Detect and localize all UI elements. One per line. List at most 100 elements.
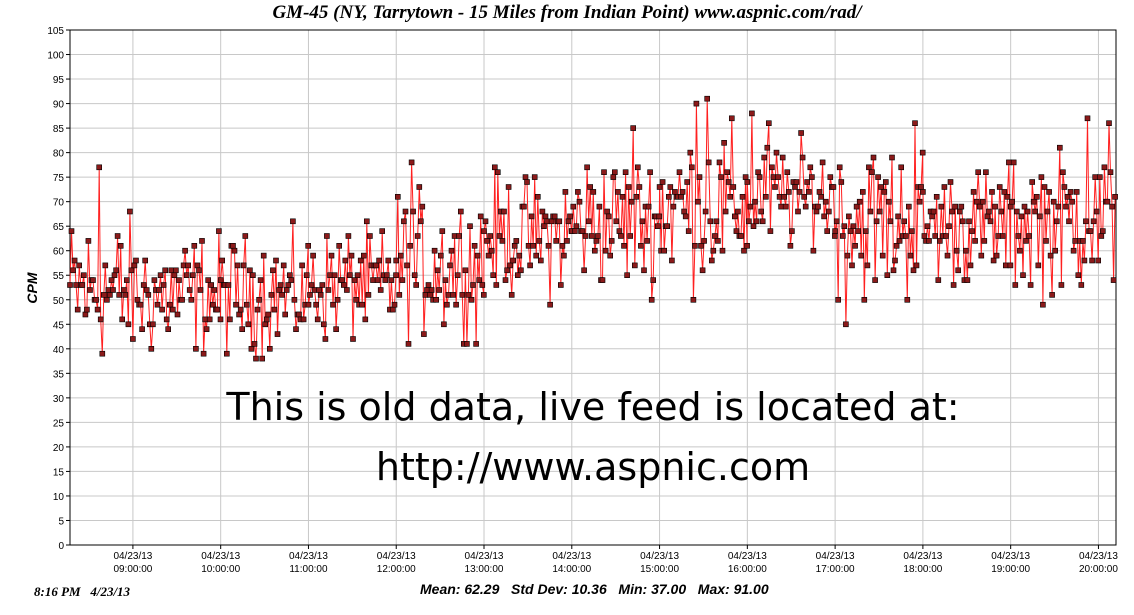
data-point bbox=[744, 179, 751, 185]
data-point bbox=[784, 169, 791, 175]
data-point bbox=[391, 301, 398, 308]
chart-title: GM-45 (NY, Tarrytown - 15 Miles from Ind… bbox=[272, 2, 862, 23]
data-point bbox=[844, 252, 851, 259]
data-point bbox=[1030, 198, 1037, 205]
data-point bbox=[493, 282, 500, 288]
x-tick-time: 14:00:00 bbox=[552, 564, 591, 575]
data-point bbox=[1100, 228, 1106, 234]
data-point bbox=[422, 292, 429, 298]
data-point bbox=[393, 272, 399, 279]
data-point bbox=[494, 169, 501, 175]
data-point bbox=[1097, 174, 1103, 180]
data-point bbox=[933, 194, 940, 200]
y-tick-label: 90 bbox=[53, 100, 65, 111]
data-point bbox=[858, 252, 865, 259]
data-point bbox=[1006, 159, 1012, 166]
data-point bbox=[799, 154, 806, 161]
data-point bbox=[277, 282, 284, 288]
data-point bbox=[873, 218, 880, 225]
data-point bbox=[705, 159, 712, 166]
data-point bbox=[1060, 169, 1066, 175]
data-point bbox=[244, 301, 250, 308]
data-point bbox=[404, 262, 410, 269]
data-point bbox=[303, 272, 310, 279]
data-point bbox=[713, 218, 720, 225]
data-point bbox=[160, 282, 167, 288]
data-point bbox=[633, 194, 640, 200]
series-cpm bbox=[67, 95, 1118, 362]
data-point bbox=[738, 233, 744, 239]
data-point bbox=[853, 203, 860, 210]
data-point bbox=[499, 238, 506, 244]
data-point bbox=[759, 218, 766, 225]
x-tick-date: 04/23/13 bbox=[1079, 551, 1118, 562]
data-point bbox=[367, 233, 373, 239]
x-tick-date: 04/23/13 bbox=[816, 551, 855, 562]
data-point bbox=[260, 252, 267, 259]
data-point bbox=[579, 228, 586, 234]
data-point bbox=[324, 233, 330, 239]
data-point bbox=[809, 174, 815, 180]
data-point bbox=[99, 350, 106, 357]
data-point bbox=[776, 194, 783, 200]
data-point bbox=[139, 326, 145, 333]
data-point bbox=[162, 267, 168, 274]
data-point bbox=[832, 228, 838, 234]
data-point bbox=[1112, 194, 1118, 200]
data-point bbox=[841, 223, 848, 229]
data-point bbox=[477, 213, 484, 220]
data-point bbox=[280, 262, 287, 269]
data-point bbox=[796, 189, 803, 195]
data-point bbox=[268, 292, 275, 298]
data-point bbox=[827, 174, 834, 180]
data-point bbox=[251, 341, 258, 347]
data-point bbox=[969, 228, 975, 234]
data-point bbox=[1070, 247, 1077, 254]
data-point bbox=[556, 218, 563, 225]
data-point bbox=[739, 194, 746, 200]
data-point bbox=[410, 208, 416, 215]
data-point bbox=[234, 262, 241, 269]
data-point bbox=[510, 257, 517, 264]
data-point bbox=[810, 247, 817, 254]
data-point bbox=[587, 184, 594, 190]
x-axis: 04/23/13 09:00:00 04/23/13 10:00:00 04/23/13… bbox=[113, 545, 1118, 575]
data-point bbox=[746, 218, 752, 225]
data-point bbox=[541, 223, 547, 229]
data-point bbox=[955, 267, 962, 274]
data-point bbox=[1012, 282, 1019, 288]
data-point bbox=[886, 198, 892, 205]
data-point bbox=[262, 321, 269, 328]
data-point bbox=[314, 316, 321, 323]
data-point bbox=[527, 262, 533, 269]
data-point bbox=[839, 233, 846, 239]
data-point bbox=[876, 208, 883, 215]
data-point bbox=[847, 228, 854, 234]
data-point bbox=[233, 301, 239, 308]
data-point bbox=[698, 243, 704, 249]
data-point bbox=[190, 272, 196, 279]
data-point bbox=[787, 243, 794, 249]
data-point bbox=[772, 184, 778, 190]
data-point bbox=[414, 233, 421, 239]
data-point bbox=[480, 292, 487, 298]
data-point bbox=[425, 282, 432, 288]
data-point bbox=[728, 115, 735, 122]
data-point bbox=[943, 233, 949, 239]
data-point bbox=[730, 184, 737, 190]
data-point bbox=[101, 292, 107, 298]
data-point bbox=[861, 296, 868, 303]
data-point bbox=[815, 203, 821, 210]
y-tick-label: 95 bbox=[53, 75, 65, 86]
data-point bbox=[217, 316, 224, 323]
data-point bbox=[895, 213, 901, 220]
data-point bbox=[956, 208, 963, 215]
data-point bbox=[963, 247, 969, 254]
data-point bbox=[134, 296, 141, 303]
data-point bbox=[124, 277, 130, 283]
data-point bbox=[445, 292, 452, 298]
data-point bbox=[1090, 218, 1097, 225]
data-point bbox=[107, 292, 113, 298]
data-point bbox=[879, 252, 886, 259]
data-point bbox=[681, 208, 687, 215]
